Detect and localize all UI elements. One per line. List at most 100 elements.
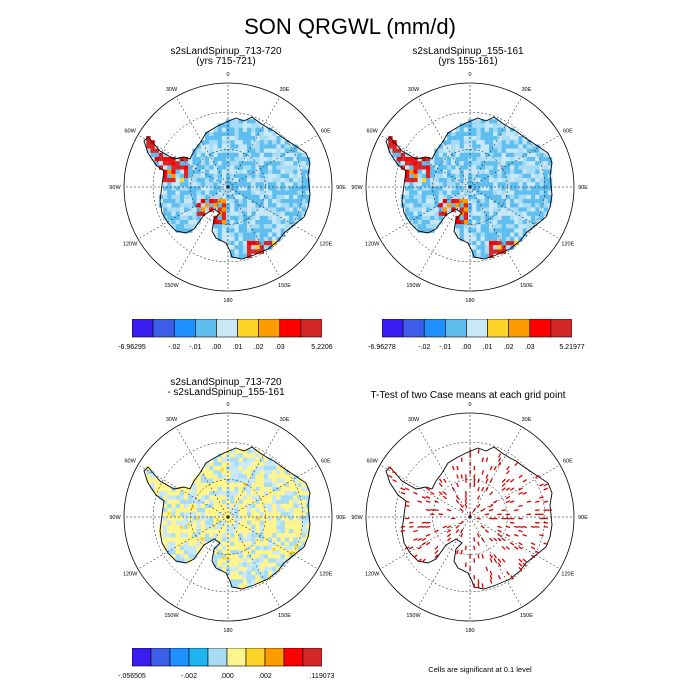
grid-cell [489,157,494,162]
grid-cell [251,127,256,132]
significant-cell [485,457,489,463]
grid-cell [489,220,494,225]
grid-cell [238,571,243,576]
grid-cell [200,173,206,179]
grid-cell [459,178,464,183]
grid-cell [200,165,206,170]
meridian-line [227,516,319,570]
grid-cell [289,537,294,542]
grid-cell [305,178,311,183]
grid-cell [221,487,227,492]
grid-cell [289,190,294,195]
longitude-label: 120E [319,572,332,578]
grid-cell [179,508,185,513]
grid-cell [175,182,180,187]
grid-cell [543,186,548,191]
grid-cell [497,249,502,254]
grid-cell [221,178,227,183]
meridian-line [137,186,229,240]
grid-cell [217,182,222,187]
grid-cell [259,207,264,212]
grid-cell [226,207,231,212]
grid-cell [293,533,298,538]
grid-cell [205,178,210,183]
significant-cell [464,495,468,500]
significant-cell [484,513,490,516]
grid-cell [247,241,252,246]
grid-cell [518,199,523,204]
grid-cell [539,178,544,183]
longitude-label: 90E [578,185,588,191]
grid-cell [297,207,302,212]
grid-cell [234,512,239,517]
grid-cell [205,203,210,208]
meridian-line [469,186,523,278]
grid-cell [255,152,260,158]
grid-cell [518,178,523,183]
significant-cell [446,508,452,512]
grid-cell [276,157,281,162]
grid-cell [238,136,243,141]
grid-cell [259,136,264,141]
grid-cell [472,131,477,137]
significant-cell [456,549,459,555]
grid-cell [413,182,418,187]
grid-cell [489,178,494,183]
grid-cell [163,529,168,534]
grid-cell [234,554,239,559]
grid-cell [280,554,285,559]
grid-cell [247,199,252,204]
grid-cell [205,173,210,179]
grid-cell [200,478,206,483]
grid-cell [213,186,218,191]
grid-cell [192,220,197,225]
grid-cell [284,533,290,538]
grid-cell [221,161,227,166]
grid-cell [242,537,248,542]
significant-cell [501,487,506,492]
grid-cell [400,152,406,158]
grid-cell [242,508,248,513]
grid-cell [242,253,248,258]
significant-cell [498,453,502,458]
grid-cell [480,131,485,137]
grid-cell [272,157,277,162]
significant-cell [501,545,506,550]
grid-cell [230,550,235,555]
grid-cell [238,194,243,200]
grid-cell [305,169,311,174]
grid-cell [230,516,235,521]
longitude-label: 90E [336,515,346,521]
grid-cell [505,211,511,216]
grid-cell [213,224,218,229]
grid-cell [238,178,243,183]
grid-cell [468,220,473,225]
grid-cell [175,186,180,191]
grid-cell [289,508,294,513]
grid-cell [293,520,298,525]
grid-cell [242,571,248,576]
grid-cell [484,131,490,137]
grid-cell [472,119,477,124]
grid-cell [510,165,515,170]
grid-cell [247,449,252,454]
grid-cell [280,148,285,153]
significant-cell [473,575,476,580]
grid-cell [493,203,498,208]
grid-cell [489,127,494,132]
grid-cell [217,169,222,174]
grid-cell [234,131,239,137]
grid-cell [518,232,523,237]
significant-cell [522,478,527,483]
grid-cell [476,199,481,204]
grid-cell [257,517,261,521]
significant-cell [535,500,540,503]
grid-cell [497,232,502,237]
grid-cell [217,148,222,153]
grid-cell [251,508,256,513]
grid-cell [247,173,252,179]
grid-cell [505,245,511,250]
grid-cell [438,203,443,208]
grid-cell [276,545,281,551]
grid-cell [472,165,477,170]
